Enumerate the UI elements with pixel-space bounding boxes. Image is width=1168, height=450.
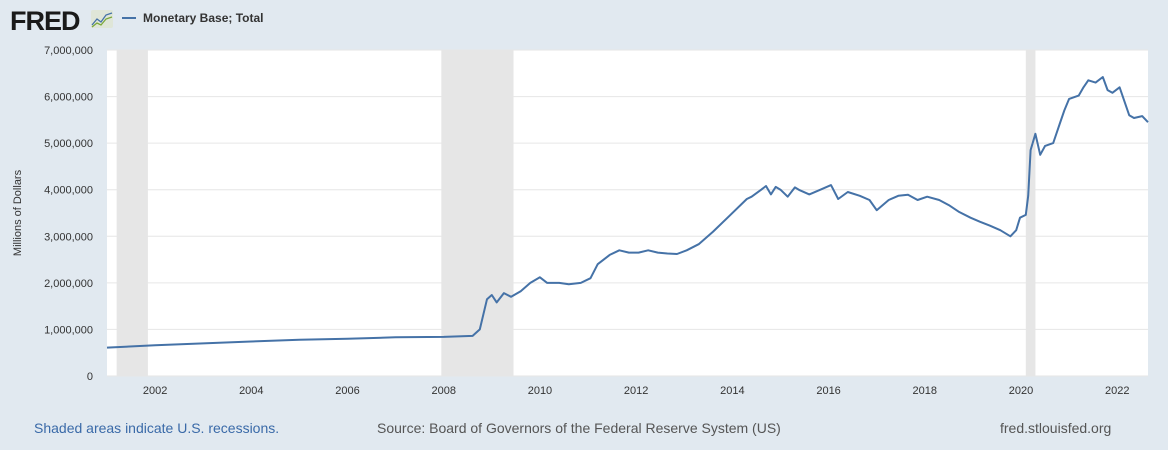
y-tick-label: 2,000,000	[44, 278, 93, 290]
x-tick-label: 2016	[816, 385, 840, 397]
y-tick-label: 1,000,000	[44, 324, 93, 336]
recession-shade	[441, 50, 514, 376]
x-tick-label: 2004	[239, 385, 263, 397]
x-tick-label: 2010	[528, 385, 552, 397]
x-tick-label: 2006	[335, 385, 359, 397]
legend-label: Monetary Base; Total	[143, 11, 264, 25]
x-tick-label: 2002	[143, 385, 167, 397]
legend[interactable]: Monetary Base; Total	[122, 11, 263, 25]
y-tick-label: 0	[87, 371, 93, 383]
series-line	[106, 76, 1149, 349]
chart-logo-icon	[91, 10, 113, 28]
chart: 0 1,000,000 2,000,000 3,000,000 4,000,000 5,0…	[12, 45, 1149, 397]
site-link[interactable]: fred.stlouisfed.org	[1000, 420, 1112, 436]
y-tick-label: 5,000,000	[44, 138, 93, 150]
x-tick-label: 2012	[624, 385, 648, 397]
y-tick-label: 6,000,000	[44, 92, 93, 104]
y-tick-label: 4,000,000	[44, 185, 93, 197]
y-axis-label: Millions of Dollars	[12, 169, 24, 256]
legend-swatch	[122, 17, 136, 19]
recession-shade	[1025, 50, 1036, 376]
x-tick-label: 2022	[1105, 385, 1129, 397]
recession-shade	[116, 50, 148, 376]
source-text: Source: Board of Governors of the Federa…	[377, 420, 781, 436]
x-tick-label: 2018	[913, 385, 937, 397]
x-tick-label: 2014	[720, 385, 744, 397]
y-tick-label: 7,000,000	[44, 45, 93, 57]
fred-logo[interactable]: FRED	[10, 6, 80, 36]
recession-note-link[interactable]: Shaded areas indicate U.S. recessions.	[34, 420, 280, 436]
x-tick-label: 2008	[431, 385, 455, 397]
plot-area	[107, 50, 1148, 376]
y-tick-label: 3,000,000	[44, 231, 93, 243]
x-tick-label: 2020	[1009, 385, 1033, 397]
